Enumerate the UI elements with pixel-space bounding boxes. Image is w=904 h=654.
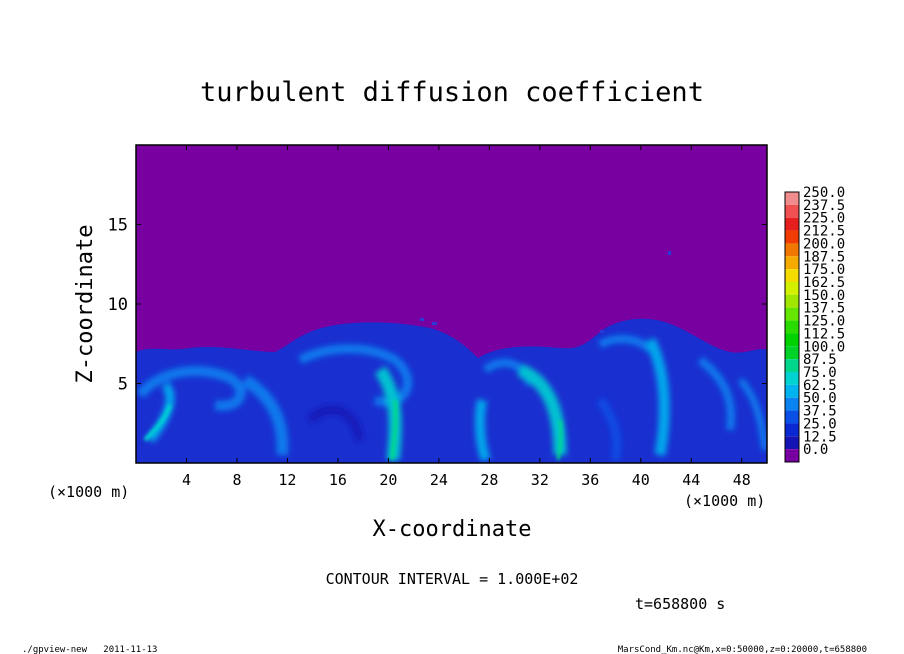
eddy-swirl [136, 366, 246, 411]
colorbar-swatch [785, 217, 799, 231]
colorbar-swatch [785, 436, 799, 450]
x-axis: 4 8 12 16 20 24 28 32 36 40 44 48 [182, 145, 751, 489]
colorbar-label: 187.5 [803, 249, 845, 265]
rising-plume [390, 399, 398, 461]
x-tick-label: 20 [379, 471, 397, 489]
colorbar-swatch [785, 282, 799, 295]
colorbar-swatch [785, 320, 799, 334]
eddy-swirl [307, 405, 364, 441]
colorbar-label: 225.0 [803, 211, 845, 227]
colorbar-label: 175.0 [803, 262, 845, 278]
colorbar-label: 0.0 [803, 442, 828, 458]
colorbar-label: 50.0 [803, 391, 837, 407]
colorbar-swatch [785, 269, 799, 282]
eddy-swirl [596, 397, 622, 462]
colorbar-label: 75.0 [803, 365, 837, 381]
colorbar-swatch [785, 359, 799, 372]
eddy-swirl [474, 399, 491, 462]
colorbar-label: 200.0 [803, 236, 845, 252]
colorbar-label: 137.5 [803, 301, 845, 317]
y-axis: 5 10 15 [108, 216, 767, 395]
field-speck [420, 318, 424, 321]
colorbar-swatch [785, 192, 799, 205]
x-tick-label: 16 [329, 471, 347, 489]
x-tick-label: 12 [278, 471, 296, 489]
footer-left: ./gpview-new 2011-11-13 [22, 645, 157, 654]
colorbar-label: 25.0 [803, 416, 837, 432]
x-tick-label: 44 [682, 471, 700, 489]
eddy-swirl [697, 356, 735, 431]
colorbar-label: 150.0 [803, 288, 845, 304]
x-tick-label: 28 [480, 471, 498, 489]
turbulent-layer [136, 251, 767, 463]
chart-title: turbulent diffusion coefficient [200, 77, 704, 108]
colorbar-swatch [785, 423, 799, 437]
x-tick-label: 24 [430, 471, 448, 489]
colorbar-swatch [785, 256, 799, 270]
colorbar-label: 212.5 [803, 224, 845, 240]
x-axis-unit-right: (×1000 m) [684, 492, 765, 510]
x-axis-unit-left: (×1000 m) [48, 483, 129, 501]
colorbar-swatch [785, 204, 799, 218]
colorbar-swatch [785, 410, 799, 424]
colorbar-frame [784, 191, 800, 463]
colorbar-label: 37.5 [803, 404, 837, 420]
colorbar-swatch [785, 294, 799, 308]
y-tick-label: 10 [108, 295, 128, 315]
colorbar-swatch [785, 243, 799, 257]
x-tick-label: 4 [182, 471, 191, 489]
plot-area [136, 145, 767, 463]
colorbar-label: 62.5 [803, 378, 837, 394]
colorbar-swatch [785, 346, 799, 360]
eddy-swirl [645, 337, 670, 456]
colorbar-swatch [785, 372, 799, 385]
colorbar-swatch [785, 230, 799, 244]
x-tick-label: 48 [733, 471, 751, 489]
time-label: t=658800 s [635, 595, 725, 613]
colorbar: 250.0237.5225.0212.5200.0187.5175.0162.5… [784, 185, 845, 463]
x-tick-label: 36 [581, 471, 599, 489]
colorbar-label: 237.5 [803, 198, 845, 214]
rising-plume [143, 404, 172, 442]
colorbar-label: 112.5 [803, 326, 845, 342]
colorbar-swatch [785, 449, 799, 462]
colorbar-label: 87.5 [803, 352, 837, 368]
boundary-layer-field [136, 318, 767, 463]
colorbar-swatch [785, 384, 799, 398]
colorbar-label: 12.5 [803, 429, 837, 445]
y-axis-label: Z-coordinate [73, 225, 98, 384]
eddy-swirl [737, 377, 767, 451]
eddy-swirl [597, 335, 654, 353]
x-tick-label: 40 [632, 471, 650, 489]
eddy-swirl [241, 374, 289, 456]
y-tick-label: 5 [118, 375, 128, 395]
field-speck [668, 251, 671, 255]
colorbar-swatch [785, 397, 799, 411]
x-tick-label: 32 [531, 471, 549, 489]
colorbar-label: 162.5 [803, 275, 845, 291]
y-tick-label: 15 [108, 216, 128, 236]
rising-plume [556, 419, 563, 461]
colorbar-label: 100.0 [803, 339, 845, 355]
x-tick-label: 8 [232, 471, 241, 489]
field-speck [432, 322, 437, 325]
field-speck [600, 330, 604, 333]
colorbar-label: 250.0 [803, 185, 845, 201]
contour-interval: CONTOUR INTERVAL = 1.000E+02 [326, 570, 579, 588]
colorbar-swatch [785, 307, 799, 321]
colorbar-label: 125.0 [803, 314, 845, 330]
footer-right: MarsCond_Km.nc@Km,x=0:50000,z=0:20000,t=… [618, 645, 867, 654]
colorbar-swatch [785, 333, 799, 347]
x-axis-label: X-coordinate [373, 517, 532, 542]
